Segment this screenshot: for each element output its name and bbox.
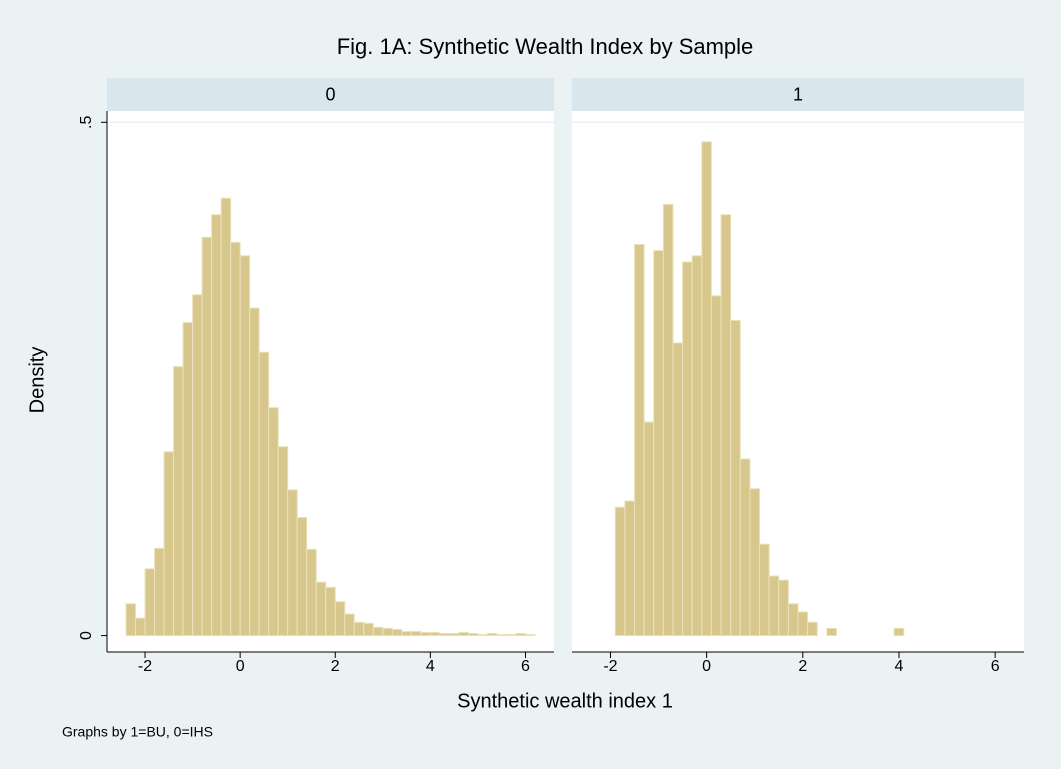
bar (296, 517, 308, 637)
bar (239, 255, 251, 637)
x-tick-label: 2 (331, 658, 340, 675)
bar (691, 255, 703, 637)
bar (306, 548, 317, 637)
bar (739, 458, 751, 637)
bar (749, 488, 761, 637)
bar (325, 586, 336, 637)
bar (344, 613, 355, 637)
y-axis-label: Density (26, 347, 48, 414)
note: Graphs by 1=BU, 0=IHS (62, 724, 213, 740)
bar (182, 321, 194, 637)
bar (201, 236, 213, 637)
bar (505, 634, 517, 637)
bar (662, 203, 674, 637)
bar (787, 603, 799, 637)
bar (258, 351, 270, 637)
bar (720, 214, 732, 637)
y-tick-label: 0 (78, 631, 95, 640)
bar (249, 307, 260, 637)
bar (458, 631, 469, 637)
bar (277, 446, 289, 637)
bar (211, 214, 222, 637)
bar (287, 489, 298, 637)
bar (192, 294, 203, 637)
bar (173, 366, 184, 637)
bar (154, 547, 165, 637)
chart-title: Fig. 1A: Synthetic Wealth Index by Sampl… (337, 34, 754, 59)
bar (163, 451, 175, 637)
bar (372, 626, 384, 637)
bar (315, 581, 327, 637)
bar (477, 634, 488, 637)
panel-label: 1 (793, 84, 803, 104)
bar (144, 568, 156, 637)
bar (524, 634, 536, 637)
x-tick-label: 0 (236, 658, 245, 675)
bar (797, 611, 809, 637)
bar (710, 295, 722, 637)
strip (107, 78, 554, 111)
bar (448, 633, 460, 637)
bar (893, 627, 905, 637)
bar (768, 575, 780, 637)
bar (363, 622, 374, 637)
bar (391, 628, 403, 637)
x-tick-label: 6 (521, 658, 530, 675)
bar (496, 634, 507, 637)
bar (125, 603, 137, 637)
bar (439, 633, 450, 637)
bar (807, 621, 818, 637)
bar (653, 250, 664, 637)
strip (572, 78, 1024, 111)
x-tick-label: 0 (702, 658, 711, 675)
bar (672, 342, 684, 637)
bar (778, 579, 789, 637)
bar (230, 241, 241, 637)
bar (759, 543, 770, 637)
x-tick-label: 2 (798, 658, 807, 675)
x-tick-label: -2 (603, 658, 617, 675)
x-tick-label: 6 (991, 658, 1000, 675)
bar (634, 243, 645, 637)
x-tick-label: 4 (895, 658, 904, 675)
bar (135, 617, 146, 637)
bar (701, 141, 712, 637)
bar (826, 627, 837, 637)
bar (467, 633, 479, 637)
bar (268, 407, 279, 637)
bar (643, 421, 655, 637)
bar (515, 633, 526, 637)
y-tick-label: .5 (78, 116, 95, 129)
bar (429, 631, 441, 637)
bar (614, 506, 626, 637)
x-tick-label: 4 (426, 658, 435, 675)
bar (410, 630, 422, 637)
bar (624, 500, 636, 637)
bar (420, 631, 431, 637)
bar (220, 197, 232, 637)
bar (730, 319, 741, 637)
x-tick-label: -2 (138, 658, 152, 675)
panel-label: 0 (325, 84, 335, 104)
bar (334, 601, 346, 637)
bar (486, 633, 498, 637)
bar (382, 627, 393, 637)
bar (682, 261, 693, 637)
x-axis-label: Synthetic wealth index 1 (457, 690, 673, 712)
bar (401, 630, 412, 637)
bar (353, 621, 365, 637)
